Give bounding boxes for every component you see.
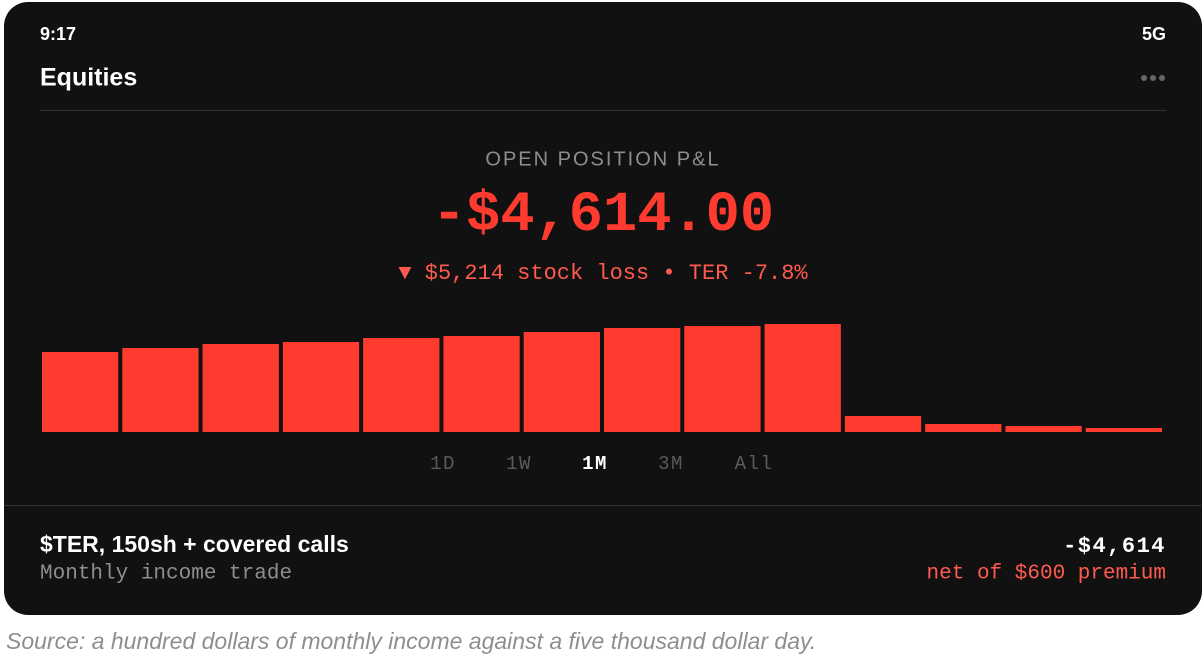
bar bbox=[443, 336, 520, 432]
header-title: Equities bbox=[40, 64, 137, 92]
position-subtitle: Monthly income trade bbox=[40, 563, 292, 586]
caption: Source: a hundred dollars of monthly inc… bbox=[6, 628, 816, 654]
bar bbox=[604, 328, 681, 432]
summary-detail: ▼ $5,214 stock loss • TER -7.8% bbox=[398, 261, 808, 286]
range-option[interactable]: 1D bbox=[430, 453, 456, 475]
bar bbox=[684, 326, 761, 432]
range-selector: 1D 1W 1M 3M All bbox=[430, 453, 774, 475]
position-value: -$4,614 bbox=[1063, 534, 1166, 559]
range-option[interactable]: All bbox=[735, 453, 774, 475]
range-option[interactable]: 1M bbox=[582, 453, 608, 475]
summary-value: -$4,614.00 bbox=[432, 184, 774, 248]
bar bbox=[282, 342, 360, 432]
bar bbox=[1005, 426, 1082, 432]
bar bbox=[363, 338, 440, 432]
range-option[interactable]: 3M bbox=[658, 453, 684, 475]
summary-label: OPEN POSITION P&L bbox=[485, 148, 720, 170]
bar bbox=[202, 344, 279, 432]
bar bbox=[764, 324, 841, 432]
card bbox=[4, 2, 1202, 615]
bar bbox=[844, 416, 922, 432]
position-note: net of $600 premium bbox=[927, 563, 1166, 586]
bar bbox=[42, 352, 119, 432]
status-network: 5G bbox=[1142, 24, 1166, 44]
bar bbox=[1085, 428, 1162, 432]
bar bbox=[122, 348, 199, 432]
more-button[interactable] bbox=[1141, 75, 1165, 81]
status-time: 9:17 bbox=[40, 24, 76, 44]
bar-chart bbox=[42, 324, 1162, 432]
range-option[interactable]: 1W bbox=[506, 453, 532, 475]
bar bbox=[925, 424, 1002, 432]
position-title: $TER, 150sh + covered calls bbox=[40, 531, 349, 557]
bar bbox=[523, 332, 600, 432]
